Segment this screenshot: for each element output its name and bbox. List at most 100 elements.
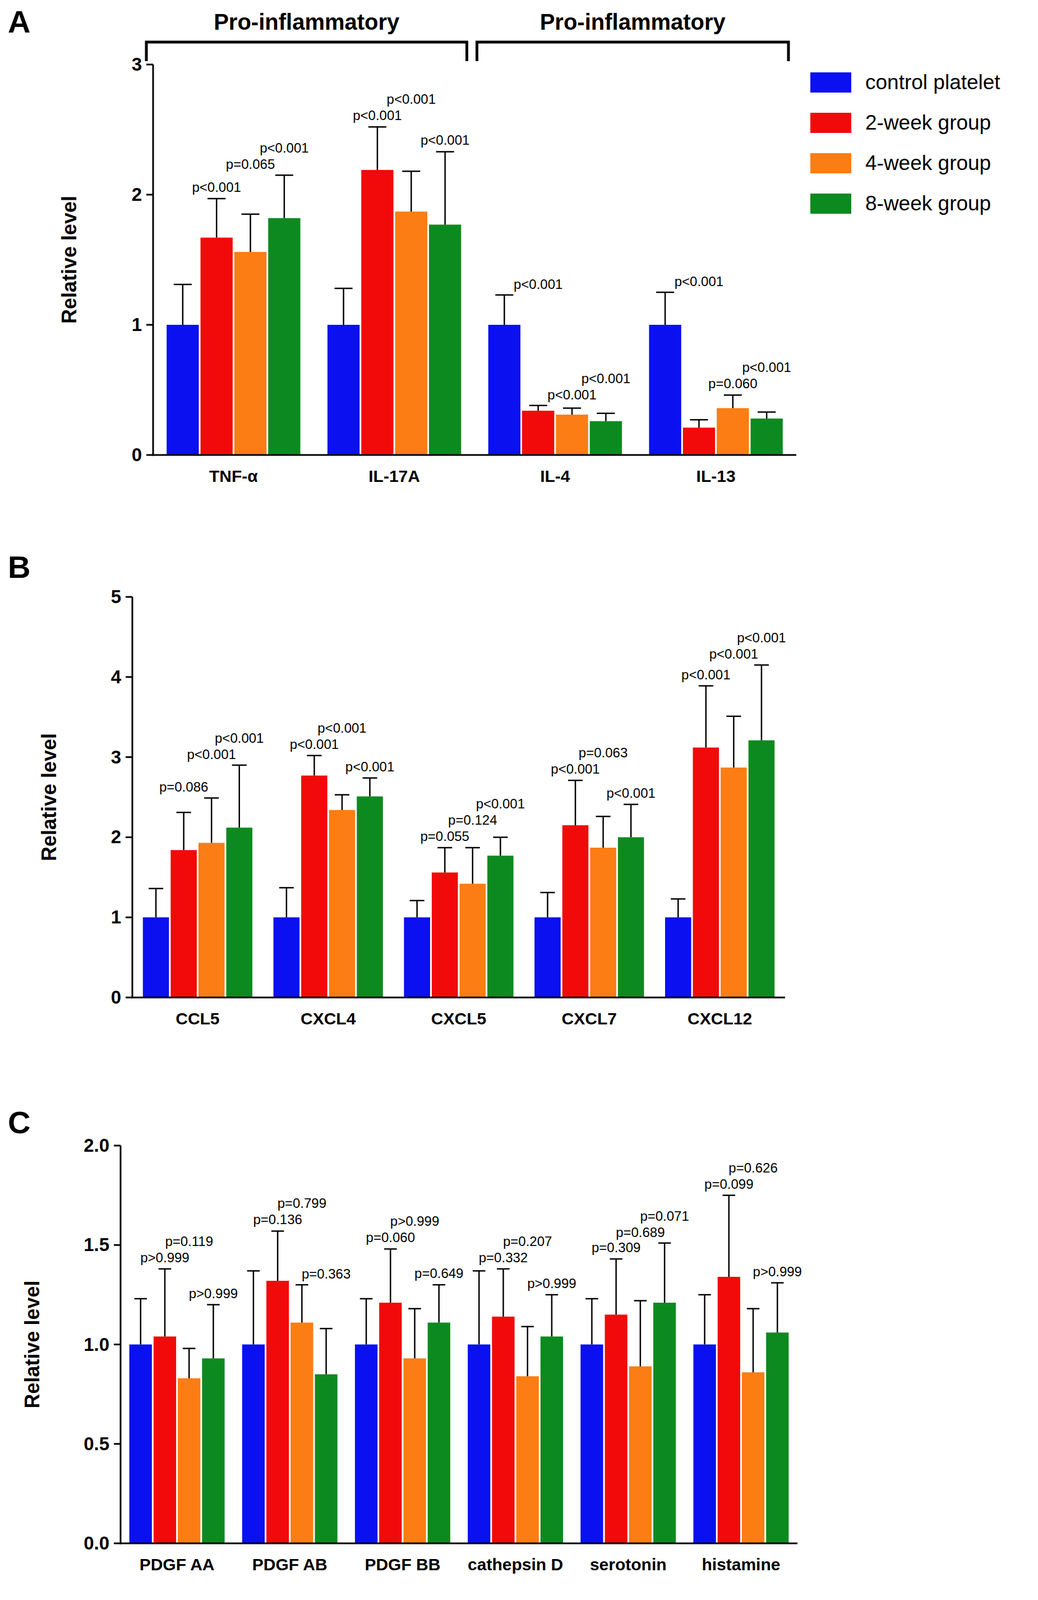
error-line [416,900,418,917]
p-value-label: p>0.999 [753,1263,802,1279]
bar [741,1371,765,1543]
error-cap [545,1293,559,1296]
error-bar [585,1298,599,1345]
error-cap [295,1283,309,1286]
bar [629,1365,652,1543]
error-line [342,288,345,325]
y-tick [146,324,154,326]
y-axis [152,64,155,456]
bar [301,774,328,998]
error-line [705,685,708,748]
error-line [503,294,506,325]
error-cap [206,1303,220,1305]
bar [648,324,681,455]
error-line [703,1294,706,1345]
marks [129,1195,790,1543]
error-bar [334,794,350,810]
error-cap [689,418,708,421]
error-cap [334,793,350,796]
y-tick [113,1542,121,1544]
p-value-label: p>0.999 [527,1275,576,1291]
error-line [639,1300,642,1367]
bar [379,1302,402,1543]
error-line [766,411,768,419]
marks [142,664,775,998]
p-value-label: p=0.060 [366,1229,415,1245]
y-tick-label: 1 [111,906,122,927]
error-bar [754,664,769,740]
bar [201,1357,225,1543]
legend: control platelet2-week group4-week group… [810,70,1001,215]
y-axis [131,596,134,999]
error-bar [158,1268,172,1337]
p-value-label: p<0.001 [186,746,236,762]
error-line [410,171,413,212]
bracket-label: Pro-inflammatory [213,9,400,35]
figure: 0123TNF-αIL-17AIL-4IL-13Relative levelAp… [0,0,1038,1600]
bar [617,836,645,998]
bar [522,410,555,455]
legend-label: 8-week group [865,191,991,215]
error-bar [496,1268,510,1317]
error-cap [492,836,508,838]
error-line [574,780,577,825]
error-cap [496,1267,510,1270]
y-tick-label: 0 [131,444,142,465]
y-tick-label: 4 [111,666,122,687]
x-tick-label: CXCL5 [431,1008,487,1028]
error-bar [596,413,615,422]
error-bar [529,405,548,411]
error-cap [726,715,741,718]
error-bar [319,1327,333,1374]
bar [329,809,356,998]
error-line [301,1284,303,1322]
bar [766,1331,789,1543]
error-cap [771,1281,784,1284]
error-cap [746,1307,760,1309]
x-tick-label: CXCL7 [561,1008,617,1028]
p-value-label: p<0.001 [289,736,339,752]
p-value-label: p<0.001 [606,785,655,801]
p-value-label: p=0.071 [639,1207,689,1224]
error-bar [465,847,481,884]
x-tick-label: serotonin [589,1554,667,1573]
error-bar [295,1284,309,1322]
p-value-label: p=0.207 [503,1233,552,1249]
error-line [182,812,185,850]
error-cap [384,1247,398,1250]
error-line [526,1326,529,1377]
p-value-label: p=0.626 [728,1159,778,1175]
error-cap [241,213,260,216]
error-bar [746,1308,760,1372]
error-line [182,284,184,325]
error-line [444,151,446,225]
y-tick-label: 3 [131,53,142,75]
error-line [444,847,446,873]
p-value-label: p<0.001 [550,760,600,777]
bracket [477,42,790,62]
bar [273,916,301,998]
error-bar [689,419,708,428]
error-bar [402,171,421,212]
legend-swatch [810,112,852,133]
error-line [663,1242,666,1303]
x-tick-label: cathepsin D [467,1554,564,1573]
bar [516,1375,539,1543]
bar [170,849,197,998]
error-cap [408,1307,422,1309]
error-line [732,716,735,768]
p-value-label: p=0.124 [448,812,497,828]
panel-2: 0.00.51.01.52.0PDGF AAPDGF ABPDGF BBcath… [7,1104,802,1573]
bar [427,1322,451,1543]
error-cap [754,663,769,666]
p-value-label: p<0.001 [317,720,367,736]
legend-label: control platelet [865,70,1001,94]
bar [428,224,461,455]
error-line [502,1268,505,1317]
error-line [571,407,574,415]
y-tick [113,1343,121,1345]
error-cap [698,1293,712,1296]
p-value-label: p<0.001 [386,91,436,107]
error-cap [634,1299,648,1302]
error-cap [472,1269,486,1272]
